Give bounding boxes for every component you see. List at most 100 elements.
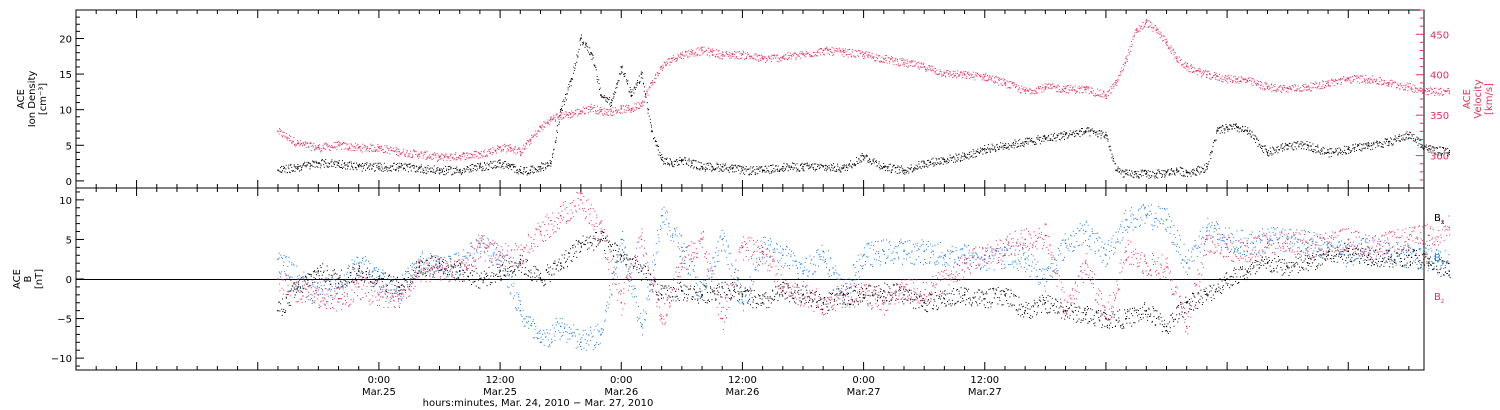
velocity-sample xyxy=(1076,91,1078,93)
velocity-sample xyxy=(495,150,497,152)
density-sample xyxy=(1348,147,1350,149)
density-sample xyxy=(550,165,552,167)
velocity-sample xyxy=(319,144,321,146)
velocity-sample xyxy=(1169,51,1171,53)
velocity-sample xyxy=(717,50,719,52)
density-sample xyxy=(680,160,682,162)
velocity-sample xyxy=(1376,78,1378,80)
velocity-sample xyxy=(643,101,645,103)
density-sample xyxy=(1332,152,1334,154)
velocity-sample xyxy=(795,58,797,60)
density-sample xyxy=(518,168,520,170)
velocity-sample xyxy=(1001,84,1003,86)
velocity-sample xyxy=(1354,74,1356,76)
velocity-sample xyxy=(367,147,369,149)
density-sample xyxy=(813,169,815,171)
density-sample xyxy=(1037,138,1039,140)
velocity-sample xyxy=(645,94,647,96)
velocity-sample xyxy=(1234,78,1236,80)
velocity-sample xyxy=(1178,56,1180,58)
density-sample xyxy=(1041,140,1043,142)
velocity-sample xyxy=(784,58,786,60)
density-sample xyxy=(571,77,573,79)
velocity-sample xyxy=(584,112,586,114)
velocity-sample xyxy=(518,147,520,149)
density-sample xyxy=(501,164,503,166)
density-sample xyxy=(852,163,854,165)
velocity-sample xyxy=(278,133,280,135)
velocity-sample xyxy=(470,153,472,155)
density-sample xyxy=(307,164,309,166)
velocity-sample xyxy=(700,46,702,48)
density-sample xyxy=(399,162,401,164)
velocity-sample xyxy=(655,73,657,75)
velocity-point xyxy=(1266,86,1269,88)
density-sample xyxy=(443,167,445,169)
velocity-sample xyxy=(343,148,345,150)
velocity-sample xyxy=(604,113,606,115)
density-sample xyxy=(1324,152,1326,154)
velocity-sample xyxy=(1339,79,1341,81)
velocity-sample xyxy=(963,73,965,75)
velocity-sample xyxy=(657,75,659,77)
density-sample xyxy=(992,149,994,151)
density-sample xyxy=(1118,170,1120,172)
density-sample xyxy=(865,155,867,157)
density-sample xyxy=(1172,170,1174,172)
density-sample xyxy=(316,165,318,167)
velocity-sample xyxy=(313,143,315,145)
velocity-sample xyxy=(390,149,392,151)
velocity-sample xyxy=(1198,71,1200,73)
velocity-sample xyxy=(964,74,966,76)
velocity-sample xyxy=(1144,26,1146,28)
density-sample xyxy=(908,168,910,170)
density-sample xyxy=(786,163,788,165)
density-sample xyxy=(341,160,343,162)
velocity-sample xyxy=(379,146,381,148)
velocity-sample xyxy=(1050,87,1052,89)
by-point xyxy=(1206,226,1208,229)
density-sample xyxy=(1035,143,1037,145)
by-point xyxy=(640,325,643,328)
density-sample xyxy=(388,167,390,169)
density-sample xyxy=(682,164,684,166)
density-sample xyxy=(782,170,784,172)
time-tick-label: 12:00 xyxy=(728,375,757,386)
velocity-sample xyxy=(361,147,363,149)
velocity-sample xyxy=(387,148,389,150)
velocity-sample xyxy=(1186,69,1188,71)
velocity-sample xyxy=(573,112,575,114)
density-sample xyxy=(772,170,774,172)
velocity-sample xyxy=(1316,87,1318,89)
density-sample xyxy=(1100,134,1102,136)
velocity-sample xyxy=(824,47,826,49)
velocity-sample xyxy=(430,156,432,158)
by-point xyxy=(600,333,602,336)
velocity-sample xyxy=(1196,74,1198,76)
velocity-sample xyxy=(1156,28,1158,30)
velocity-sample xyxy=(678,55,680,57)
velocity-sample xyxy=(500,149,502,151)
density-sample xyxy=(319,167,321,169)
density-sample xyxy=(1146,172,1148,174)
velocity-sample xyxy=(422,155,424,157)
velocity-sample xyxy=(608,109,610,111)
density-sample xyxy=(1212,146,1214,148)
velocity-sample xyxy=(716,56,718,58)
density-sample xyxy=(800,164,802,166)
density-sample xyxy=(723,169,725,171)
by-point xyxy=(459,262,461,264)
density-sample xyxy=(751,171,753,173)
velocity-sample xyxy=(523,148,525,150)
density-sample xyxy=(1185,172,1187,174)
density-sample xyxy=(472,167,474,169)
velocity-point xyxy=(883,57,885,60)
velocity-sample xyxy=(609,113,611,115)
velocity-sample xyxy=(473,157,475,159)
velocity-sample xyxy=(647,94,649,96)
by-sample xyxy=(282,265,284,267)
velocity-sample xyxy=(937,73,939,75)
velocity-sample xyxy=(467,154,469,156)
density-sample xyxy=(824,169,826,171)
density-sample xyxy=(447,171,449,173)
